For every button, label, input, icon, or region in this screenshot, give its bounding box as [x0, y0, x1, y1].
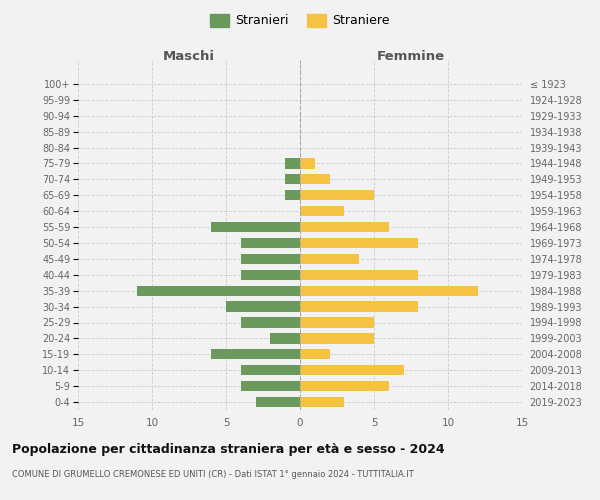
Bar [300, 302, 418, 312]
Bar [300, 270, 418, 280]
Bar [300, 206, 344, 216]
Bar [241, 365, 300, 376]
Bar [241, 381, 300, 392]
Bar [241, 238, 300, 248]
Text: COMUNE DI GRUMELLO CREMONESE ED UNITI (CR) - Dati ISTAT 1° gennaio 2024 - TUTTIT: COMUNE DI GRUMELLO CREMONESE ED UNITI (C… [12, 470, 414, 479]
Bar [300, 333, 374, 344]
Bar [300, 158, 315, 168]
Bar [241, 318, 300, 328]
Bar [211, 222, 300, 232]
Bar [137, 286, 300, 296]
Bar [241, 254, 300, 264]
Text: Popolazione per cittadinanza straniera per età e sesso - 2024: Popolazione per cittadinanza straniera p… [12, 442, 445, 456]
Bar [300, 286, 478, 296]
Bar [256, 397, 300, 407]
Bar [271, 333, 300, 344]
Bar [285, 190, 300, 200]
Bar [300, 381, 389, 392]
Bar [226, 302, 300, 312]
Bar [300, 318, 374, 328]
Bar [285, 174, 300, 184]
Bar [300, 254, 359, 264]
Bar [300, 349, 329, 360]
Bar [300, 397, 344, 407]
Text: Femmine: Femmine [377, 50, 445, 63]
Bar [211, 349, 300, 360]
Bar [300, 222, 389, 232]
Legend: Stranieri, Straniere: Stranieri, Straniere [205, 8, 395, 32]
Bar [300, 365, 404, 376]
Text: Maschi: Maschi [163, 50, 215, 63]
Bar [300, 174, 329, 184]
Bar [300, 190, 374, 200]
Bar [285, 158, 300, 168]
Bar [300, 238, 418, 248]
Bar [241, 270, 300, 280]
